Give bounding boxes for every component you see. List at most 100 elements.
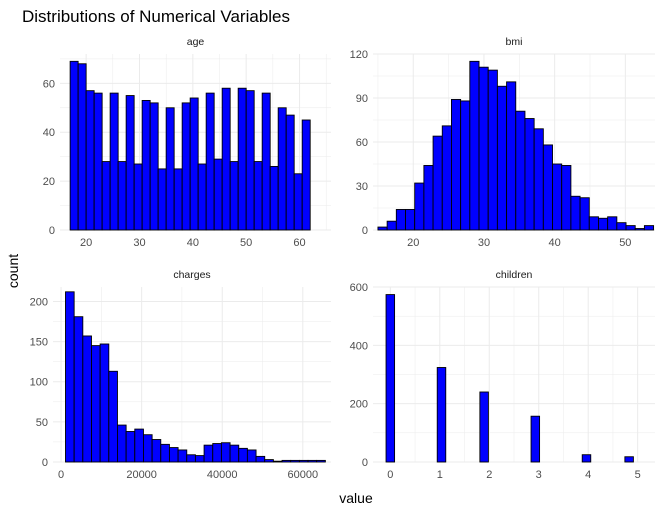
bar	[479, 391, 489, 463]
bar	[157, 168, 167, 231]
y-tick-label: 100	[30, 377, 48, 389]
bar	[65, 291, 75, 463]
bar	[423, 165, 434, 231]
x-tick-label: 20000	[126, 469, 157, 481]
bar	[197, 163, 207, 231]
bar	[109, 92, 119, 231]
bar	[177, 449, 188, 463]
bar	[253, 161, 263, 231]
bars-charges	[65, 291, 326, 463]
bar	[69, 60, 79, 231]
y-tick-label: 200	[30, 296, 48, 308]
y-tick-label: 120	[350, 49, 368, 61]
bar	[607, 216, 618, 231]
y-tick-label: 30	[356, 181, 368, 193]
y-tick-label: 90	[356, 93, 368, 105]
bar	[77, 63, 87, 231]
y-tick-label: 400	[350, 340, 368, 352]
bar	[579, 197, 590, 231]
grid-children	[373, 286, 655, 463]
bar	[478, 66, 489, 231]
bar	[108, 370, 118, 463]
bar	[229, 444, 240, 463]
bar	[205, 92, 215, 231]
bar	[285, 114, 295, 231]
bar	[269, 165, 279, 231]
bar	[298, 459, 309, 463]
x-tick-label: 60	[293, 237, 305, 249]
bar	[552, 163, 563, 231]
bar	[82, 335, 92, 463]
bar	[530, 415, 541, 463]
bar	[469, 60, 480, 231]
bar	[213, 158, 223, 231]
bar	[436, 367, 447, 463]
bar	[181, 102, 191, 231]
bar	[143, 434, 153, 463]
bar	[194, 455, 205, 463]
x-tick-label: 30	[478, 237, 490, 249]
y-tick-label: 20	[43, 176, 55, 188]
x-tick-label: 50	[240, 237, 252, 249]
x-tick-label: 40	[187, 237, 199, 249]
x-tick-label: 3	[536, 469, 542, 481]
bar	[101, 161, 111, 231]
facet-label-children: children	[496, 269, 533, 281]
bar	[281, 459, 292, 463]
bar	[133, 163, 143, 231]
bar	[99, 343, 110, 463]
bar	[189, 97, 199, 231]
x-tick-label: 0	[58, 469, 64, 481]
facet-charges: charges 0 50 100 150 200 0 20000 40000 60000	[30, 269, 331, 481]
x-tick-label: 40	[549, 237, 561, 249]
bar	[301, 119, 311, 231]
bar	[377, 226, 388, 231]
facet-label-age: age	[187, 36, 205, 48]
y-tick-label: 0	[362, 225, 368, 237]
bar	[246, 449, 257, 463]
bar	[524, 118, 535, 231]
bar	[624, 456, 634, 463]
bar	[441, 125, 452, 231]
bar	[261, 92, 271, 231]
bar	[141, 99, 151, 231]
facet-age: age 0 20 40 60 20 30 40 50 60	[43, 36, 331, 249]
bar	[165, 107, 175, 231]
facet-label-charges: charges	[173, 269, 210, 281]
facet-bmi: bmi 0 30 60 90 120 20 30 40 50	[350, 36, 655, 249]
bar	[570, 195, 581, 231]
bar	[168, 447, 179, 463]
bar	[117, 424, 127, 463]
bar	[533, 128, 544, 231]
bar	[432, 135, 443, 231]
bar	[496, 85, 508, 231]
bar	[487, 69, 498, 231]
bar	[203, 444, 214, 463]
bar	[134, 428, 144, 463]
x-tick-label: 0	[387, 469, 393, 481]
bar	[149, 102, 159, 231]
bar	[598, 217, 609, 231]
x-tick-label: 5	[635, 469, 641, 481]
bar	[173, 168, 183, 231]
bar	[264, 459, 274, 463]
facet-label-bmi: bmi	[506, 36, 523, 48]
bar	[220, 442, 231, 463]
bar	[221, 87, 231, 231]
chart-title: Distributions of Numerical Variables	[22, 7, 290, 26]
x-tick-label: 20	[407, 237, 419, 249]
y-tick-label: 0	[362, 457, 368, 469]
bar	[91, 345, 101, 463]
y-tick-label: 50	[36, 417, 48, 429]
y-tick-label: 150	[30, 337, 48, 349]
x-tick-label: 1	[437, 469, 443, 481]
bars-age	[69, 60, 311, 231]
bar	[561, 165, 572, 231]
bar	[237, 87, 247, 231]
bar	[643, 225, 655, 231]
bar	[414, 182, 425, 231]
y-tick-label: 40	[43, 127, 55, 139]
bar	[125, 431, 136, 463]
bar	[255, 455, 266, 463]
